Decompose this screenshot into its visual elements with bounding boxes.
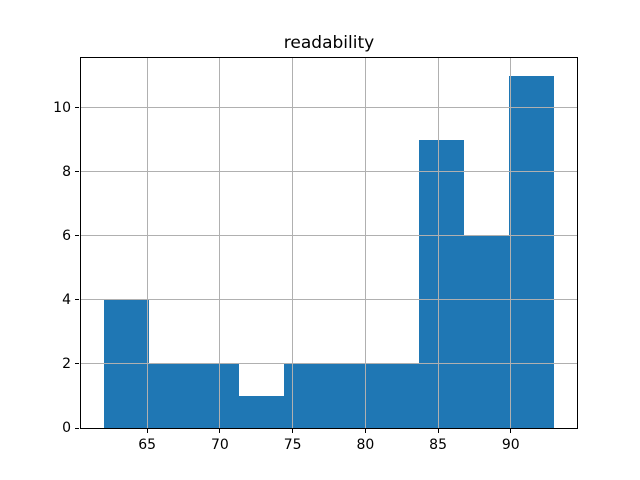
y-tick-label: 2	[62, 355, 71, 372]
y-tick-label: 8	[62, 163, 71, 180]
x-gridline	[292, 58, 294, 428]
histogram-bar	[464, 235, 510, 428]
y-tick-mark	[75, 363, 79, 365]
y-tick-mark	[75, 171, 79, 173]
y-tick-mark	[75, 107, 79, 109]
y-tick-label: 10	[53, 99, 71, 116]
x-tick-mark	[510, 429, 512, 433]
histogram-bar	[283, 363, 329, 428]
histogram-bar	[509, 75, 555, 428]
x-tick-label: 75	[283, 437, 302, 453]
y-tick-mark	[75, 235, 79, 237]
x-tick-mark	[146, 429, 148, 433]
chart-title: readability	[283, 33, 375, 53]
y-tick-mark	[75, 427, 79, 429]
histogram-bar	[148, 363, 194, 428]
y-tick-label: 6	[62, 227, 71, 244]
x-gridline	[146, 58, 148, 428]
y-gridline	[81, 107, 577, 109]
histogram-bar	[374, 363, 420, 428]
x-tick-mark	[292, 429, 294, 433]
y-tick-label: 0	[62, 420, 71, 436]
histogram-bar	[329, 363, 375, 428]
y-gridline	[81, 235, 577, 237]
histogram-bar	[193, 363, 239, 428]
histogram-bar	[419, 139, 465, 428]
x-gridline	[510, 58, 512, 428]
y-tick-mark	[75, 299, 79, 301]
x-gridline	[364, 58, 366, 428]
x-tick-label: 90	[501, 437, 520, 453]
y-gridline	[81, 171, 577, 173]
y-gridline	[81, 363, 577, 365]
y-gridline	[81, 299, 577, 301]
x-gridline	[219, 58, 221, 428]
x-tick-mark	[437, 429, 439, 433]
x-gridline	[437, 58, 439, 428]
x-tick-label: 65	[138, 437, 157, 453]
x-tick-mark	[364, 429, 366, 433]
x-tick-mark	[219, 429, 221, 433]
histogram-bar	[238, 395, 284, 428]
plot-area	[80, 57, 578, 429]
x-tick-label: 70	[210, 437, 229, 453]
x-tick-label: 85	[429, 437, 447, 453]
x-tick-label: 80	[356, 437, 375, 453]
y-tick-label: 4	[62, 291, 71, 308]
